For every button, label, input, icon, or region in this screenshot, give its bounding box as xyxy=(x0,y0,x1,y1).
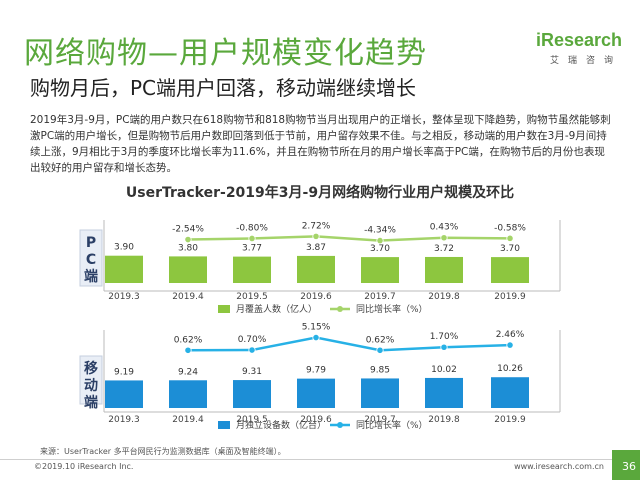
bar xyxy=(169,256,207,283)
page-subtitle: 购物月后，PC端用户回落，移动端继续增长 xyxy=(30,76,417,100)
legend-bar-label: 月独立设备数（亿台） xyxy=(236,419,326,431)
bar-value-label: 3.70 xyxy=(500,244,520,254)
growth-point xyxy=(248,234,256,243)
growth-point xyxy=(376,346,384,354)
bar xyxy=(297,255,335,283)
footer-divider xyxy=(0,459,612,460)
bar xyxy=(491,257,529,283)
bar xyxy=(233,380,271,408)
x-tick-label: 2019.6 xyxy=(300,415,332,425)
bar xyxy=(491,377,529,408)
panel-label-char: P xyxy=(86,235,96,251)
panel-label-char: 移 xyxy=(84,360,98,377)
bar xyxy=(233,256,271,283)
growth-point xyxy=(312,333,320,342)
legend-line-marker xyxy=(337,422,343,428)
panel-label-char: 端 xyxy=(84,394,98,411)
bar xyxy=(169,380,207,408)
bar-value-label: 3.90 xyxy=(114,243,134,253)
description-paragraph: 2019年3月-9月，PC端的用户数只在618购物节和818购物节当月出现用户的… xyxy=(30,114,611,174)
logo: iResearch 艾瑞咨询 xyxy=(536,30,622,66)
growth-point xyxy=(376,237,384,245)
bar-value-label: 10.02 xyxy=(431,365,457,375)
growth-point xyxy=(312,232,320,240)
growth-rate-label: 2.46% xyxy=(496,330,525,340)
bar-value-label: 3.87 xyxy=(306,243,326,253)
panel-label-box xyxy=(79,355,103,405)
page-title: 网络购物—用户规模变化趋势 xyxy=(24,36,427,71)
x-tick-label: 2019.7 xyxy=(364,292,396,302)
x-tick-label: 2019.4 xyxy=(172,415,204,425)
x-tick-label: 2019.7 xyxy=(364,415,396,425)
x-tick-label: 2019.4 xyxy=(172,292,204,302)
copyright: ©2019.10 iResearch Inc. xyxy=(34,462,134,471)
bar xyxy=(297,378,335,408)
x-tick-label: 2019.3 xyxy=(108,292,140,302)
x-tick-label: 2019.3 xyxy=(108,415,140,425)
legend-bar-swatch xyxy=(218,305,230,313)
chart-title: UserTracker-2019年3月-9月网络购物行业用户规模及环比 xyxy=(125,185,515,201)
bar xyxy=(361,378,399,408)
bar-value-label: 3.77 xyxy=(242,244,262,254)
legend-bar-label: 月覆盖人数（亿人） xyxy=(236,303,317,315)
bar-value-label: 9.24 xyxy=(178,367,198,377)
growth-point xyxy=(184,346,192,354)
growth-point xyxy=(248,346,256,354)
legend-bar-swatch xyxy=(218,421,230,429)
growth-rate-label: 2.72% xyxy=(302,221,331,231)
growth-line xyxy=(187,336,511,352)
x-tick-label: 2019.8 xyxy=(428,292,460,302)
legend-line-marker xyxy=(337,306,343,312)
growth-rate-label: 0.43% xyxy=(430,223,459,233)
bar-value-label: 3.70 xyxy=(370,244,390,254)
x-tick-label: 2019.6 xyxy=(300,292,332,302)
growth-rate-label: 0.70% xyxy=(238,335,267,345)
growth-rate-label: -0.80% xyxy=(236,223,268,233)
x-tick-label: 2019.8 xyxy=(428,415,460,425)
growth-point xyxy=(440,343,448,351)
x-tick-label: 2019.5 xyxy=(236,415,268,425)
bar-value-label: 3.72 xyxy=(434,244,454,254)
legend-line-label: 同比增长率（%） xyxy=(356,419,428,431)
growth-rate-label: -4.34% xyxy=(364,226,396,236)
source-note: 来源：UserTracker 多平台网民行为监测数据库（桌面及智能终端）。 xyxy=(40,447,286,456)
bar xyxy=(425,256,463,283)
panel-label-box xyxy=(79,229,103,287)
page-tab xyxy=(612,450,640,480)
bar xyxy=(425,377,463,408)
growth-rate-label: -2.54% xyxy=(172,225,204,235)
bar-value-label: 9.31 xyxy=(242,367,262,377)
panel-label-char: 动 xyxy=(84,377,98,394)
growth-point xyxy=(184,235,192,244)
bar xyxy=(105,255,143,283)
panel-label-char: C xyxy=(86,252,96,268)
bar xyxy=(361,257,399,283)
logo-text: iResearch xyxy=(535,30,622,50)
bar-value-label: 10.26 xyxy=(497,364,523,374)
growth-point xyxy=(506,234,514,242)
growth-point xyxy=(440,234,448,242)
bar-value-label: 9.79 xyxy=(306,366,326,376)
page-number: 36 xyxy=(622,460,636,473)
growth-rate-label: -0.58% xyxy=(494,223,526,233)
x-tick-label: 2019.5 xyxy=(236,292,268,302)
growth-point xyxy=(506,341,514,349)
website: www.iresearch.com.cn xyxy=(514,462,604,471)
legend-line-label: 同比增长率（%） xyxy=(356,303,428,315)
logo-subtext: 艾瑞咨询 xyxy=(549,56,622,66)
growth-rate-label: 5.15% xyxy=(302,323,331,333)
growth-line xyxy=(187,235,511,242)
growth-rate-label: 0.62% xyxy=(174,335,203,345)
growth-rate-label: 1.70% xyxy=(430,332,459,342)
x-tick-label: 2019.9 xyxy=(494,415,526,425)
bar-value-label: 9.85 xyxy=(370,365,390,375)
bar-value-label: 9.19 xyxy=(114,367,134,377)
x-tick-label: 2019.9 xyxy=(494,292,526,302)
bar xyxy=(105,380,143,408)
growth-rate-label: 0.62% xyxy=(366,335,395,345)
bar-value-label: 3.80 xyxy=(178,243,198,253)
panel-label-char: 端 xyxy=(84,268,98,285)
